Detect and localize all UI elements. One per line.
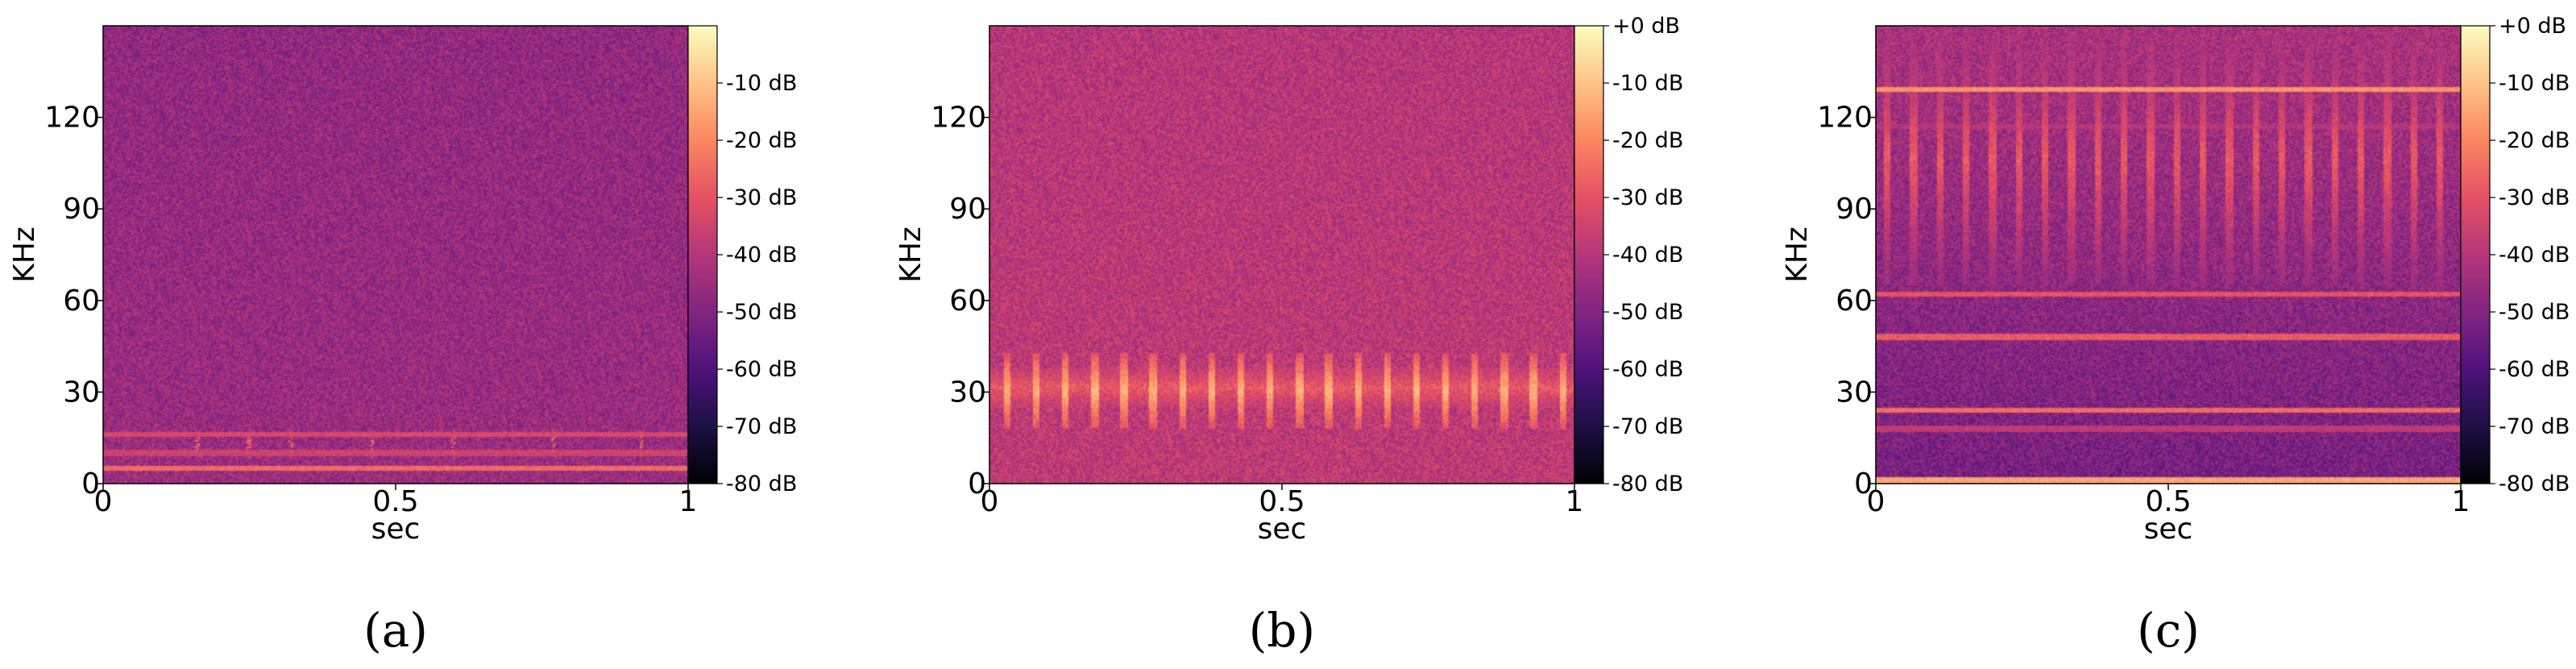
x-tick-label: 0 bbox=[1867, 485, 1885, 518]
y-tick-label: 60 bbox=[949, 285, 986, 318]
x-tick-label: 0.5 bbox=[372, 485, 418, 518]
colorbar bbox=[2461, 26, 2490, 484]
y-axis-label: KHz bbox=[1781, 226, 1814, 283]
colorbar-tick-label: -50 dB bbox=[1612, 300, 1683, 325]
x-axis-ticks: 0 0.5 1 bbox=[94, 484, 698, 518]
colorbar-tick-label: -70 dB bbox=[726, 414, 797, 439]
x-tick-label: 1 bbox=[679, 485, 698, 518]
y-axis-label: KHz bbox=[894, 226, 927, 283]
colorbar-tick-label: -60 dB bbox=[2499, 357, 2570, 382]
y-tick-label: 0 bbox=[1854, 467, 1873, 501]
colorbar-tick-label: -40 dB bbox=[1612, 243, 1683, 268]
y-tick-label: 30 bbox=[1836, 376, 1873, 409]
y-tick-label: 60 bbox=[63, 285, 100, 318]
colorbar bbox=[1574, 26, 1603, 484]
colorbar-tick-label: +0 dB bbox=[2499, 14, 2566, 39]
colorbar-ticks: +0 dB -10 dB -20 dB -30 dB -40 dB -50 dB -60 d… bbox=[2490, 14, 2570, 497]
colorbar-tick-label: -30 dB bbox=[1612, 185, 1683, 210]
colorbar-tick-label: -80 dB bbox=[1612, 472, 1683, 497]
colorbar-tick-label: -70 dB bbox=[1612, 414, 1683, 439]
y-tick-label: 90 bbox=[63, 193, 100, 226]
y-tick-label: 30 bbox=[63, 376, 100, 409]
x-axis-label: sec bbox=[1258, 513, 1307, 546]
colorbar-tick-label: -60 dB bbox=[1612, 357, 1683, 382]
x-tick-label: 1 bbox=[1566, 485, 1584, 518]
x-tick-label: 0.5 bbox=[2145, 485, 2191, 518]
x-tick-label: 1 bbox=[2452, 485, 2470, 518]
colorbar-tick-label: -20 dB bbox=[2499, 128, 2570, 153]
spectrogram-heatmap bbox=[1876, 26, 2461, 484]
colorbar-tick-label: -40 dB bbox=[726, 243, 797, 268]
colorbar-tick-label: -30 dB bbox=[726, 185, 797, 210]
y-axis-ticks: 0 30 60 90 120 bbox=[931, 102, 989, 501]
colorbar-tick-label: -50 dB bbox=[2499, 300, 2570, 325]
y-axis-label: KHz bbox=[8, 226, 41, 283]
y-tick-label: 0 bbox=[968, 467, 986, 501]
x-tick-label: 0 bbox=[94, 485, 113, 518]
colorbar-tick-label: -50 dB bbox=[726, 300, 797, 325]
colorbar-ticks: +0 dB -10 dB -20 dB -30 dB -40 dB -50 dB -60 d… bbox=[1603, 14, 1683, 497]
y-tick-label: 0 bbox=[81, 467, 100, 501]
colorbar-tick-label: -60 dB bbox=[726, 357, 797, 382]
y-tick-label: 90 bbox=[1836, 193, 1873, 226]
y-tick-label: 120 bbox=[931, 102, 986, 135]
colorbar bbox=[688, 26, 717, 484]
spectrogram-heatmap bbox=[103, 26, 688, 484]
x-axis-label: sec bbox=[371, 513, 421, 546]
colorbar-ticks: -10 dB -20 dB -30 dB -40 dB -50 dB -60 dB -70 … bbox=[717, 71, 797, 497]
colorbar-tick-label: -80 dB bbox=[726, 472, 797, 497]
panel-caption: (c) bbox=[2137, 603, 2200, 658]
colorbar-tick-label: -30 dB bbox=[2499, 185, 2570, 210]
x-axis-ticks: 0 0.5 1 bbox=[981, 484, 1584, 518]
y-tick-label: 120 bbox=[44, 102, 100, 135]
y-tick-label: 30 bbox=[949, 376, 986, 409]
colorbar-tick-label: -20 dB bbox=[726, 128, 797, 153]
y-axis-ticks: 0 30 60 90 120 bbox=[1817, 102, 1876, 501]
x-axis-label: sec bbox=[2144, 513, 2193, 546]
panel-caption: (b) bbox=[1249, 603, 1315, 658]
colorbar-tick-label: -20 dB bbox=[1612, 128, 1683, 153]
colorbar-tick-label: -80 dB bbox=[2499, 472, 2570, 497]
y-tick-label: 120 bbox=[1817, 102, 1873, 135]
colorbar-tick-label: +0 dB bbox=[1612, 14, 1680, 39]
colorbar-tick-label: -70 dB bbox=[2499, 414, 2570, 439]
spectrogram-heatmap bbox=[989, 26, 1574, 484]
y-axis-ticks: 0 30 60 90 120 bbox=[44, 102, 103, 501]
y-tick-label: 90 bbox=[949, 193, 986, 226]
colorbar-tick-label: -10 dB bbox=[726, 71, 797, 96]
y-tick-label: 60 bbox=[1836, 285, 1873, 318]
x-tick-label: 0.5 bbox=[1259, 485, 1305, 518]
colorbar-tick-label: -10 dB bbox=[1612, 71, 1683, 96]
colorbar-tick-label: -10 dB bbox=[2499, 71, 2570, 96]
colorbar-tick-label: -40 dB bbox=[2499, 243, 2570, 268]
x-tick-label: 0 bbox=[981, 485, 999, 518]
panel-caption: (a) bbox=[363, 603, 428, 658]
x-axis-ticks: 0 0.5 1 bbox=[1867, 484, 2470, 518]
